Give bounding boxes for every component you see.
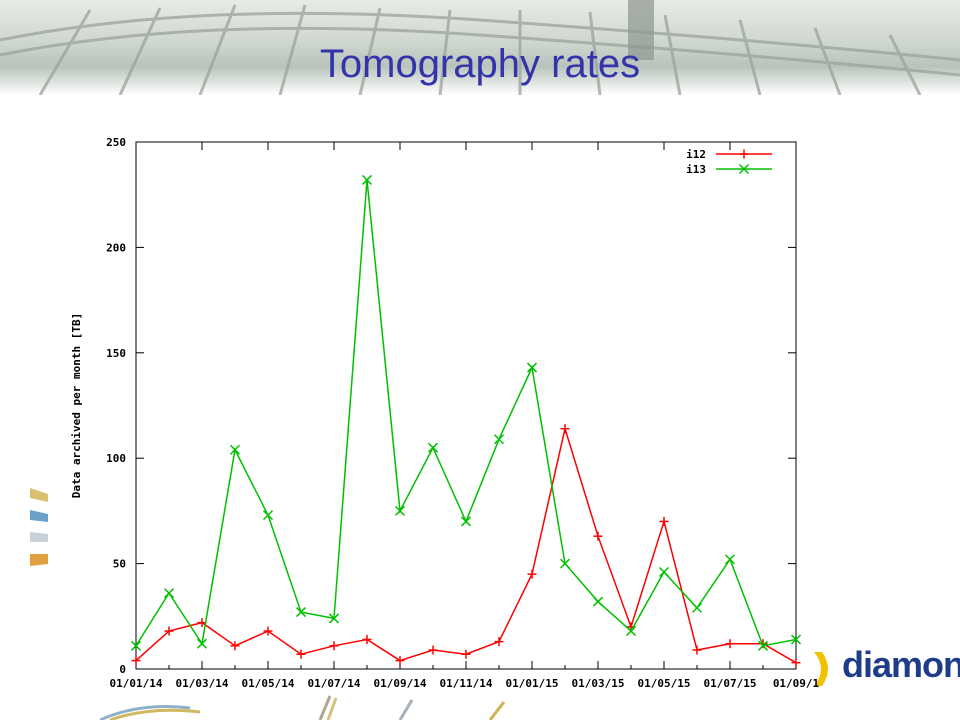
y-tick-label: 150 [106, 347, 126, 360]
data-point-i12 [395, 656, 405, 666]
data-point-i13 [328, 613, 340, 624]
architecture-banner-image [0, 0, 960, 95]
data-point-i13 [163, 588, 175, 599]
data-point-i12 [329, 641, 339, 651]
data-point-i13 [592, 596, 604, 607]
data-point-i13 [625, 626, 637, 637]
data-point-i12 [461, 649, 471, 659]
data-point-i12 [659, 516, 669, 526]
data-point-i13 [130, 640, 142, 651]
decorative-stripes-bottom [100, 695, 506, 720]
data-point-i12 [131, 656, 141, 666]
axis-ticks: 0 50 100 150 200 250 01/01/14 01/03/14 01/05/14 0… [106, 136, 819, 690]
legend-marker [738, 163, 750, 175]
y-tick-label: 50 [113, 558, 126, 571]
data-point-i12 [230, 641, 240, 651]
data-point-i13 [559, 558, 571, 569]
y-tick-label: 0 [119, 663, 126, 676]
legend-label: i12 [686, 148, 706, 161]
data-point-i13 [394, 505, 406, 516]
series-line-i12 [135, 425, 797, 664]
series-i13 [130, 174, 802, 651]
x-tick-label: 01/07/15 [704, 677, 757, 690]
legend-item-i12: i12 [686, 148, 772, 161]
data-point-i12 [164, 626, 174, 636]
data-point-i13 [460, 516, 472, 527]
data-point-i13 [361, 174, 373, 185]
data-point-i13 [427, 442, 439, 453]
decorative-stripes-left [30, 488, 48, 566]
x-tick-label: 01/03/15 [572, 677, 625, 690]
y-axis-label: Data archived per month [TB] [70, 313, 83, 498]
data-point-i13 [262, 510, 274, 521]
data-point-i12 [692, 645, 702, 655]
plot-frame [135, 141, 797, 670]
data-point-i13 [295, 607, 307, 618]
y-tick-label: 250 [106, 136, 126, 149]
data-point-i12 [725, 639, 735, 649]
data-point-i12 [428, 645, 438, 655]
series-i12 [131, 424, 801, 668]
x-tick-label: 01/09/14 [374, 677, 427, 690]
series-line-i13 [135, 179, 797, 647]
data-point-i13 [229, 444, 241, 455]
series-layer [130, 174, 802, 668]
x-tick-label: 01/11/14 [440, 677, 493, 690]
legend-label: i13 [686, 163, 706, 176]
x-tick-label: 01/05/14 [242, 677, 295, 690]
header-banner [0, 0, 960, 95]
data-point-i12 [263, 626, 273, 636]
data-point-i12 [362, 634, 372, 644]
data-point-i13 [790, 634, 802, 645]
data-point-i12 [593, 531, 603, 541]
x-tick-label: 01/01/15 [506, 677, 559, 690]
data-point-i13 [757, 640, 769, 651]
data-point-i13 [493, 434, 505, 445]
data-point-i12 [791, 658, 801, 668]
data-point-i12 [494, 637, 504, 647]
data-point-i12 [560, 424, 570, 434]
diamond-logo-icon [814, 652, 828, 686]
data-point-i13 [724, 554, 736, 565]
legend-item-i13: i13 [686, 163, 772, 176]
x-tick-label: 01/09/1 [773, 677, 820, 690]
slide-title: Tomography rates [319, 42, 641, 86]
y-tick-label: 100 [106, 452, 126, 465]
y-tick-label: 200 [106, 241, 126, 254]
data-point-i13 [658, 567, 670, 578]
x-tick-label: 01/01/14 [110, 677, 163, 690]
data-point-i12 [296, 649, 306, 659]
logo-text: diamond [842, 644, 960, 685]
x-tick-label: 01/07/14 [308, 677, 361, 690]
data-point-i13 [526, 362, 538, 373]
x-tick-label: 01/03/14 [176, 677, 229, 690]
plot-border [135, 141, 797, 670]
data-point-i13 [196, 638, 208, 649]
data-point-i13 [691, 602, 703, 613]
data-point-i12 [527, 569, 537, 579]
x-tick-label: 01/05/15 [638, 677, 691, 690]
tomography-line-chart: 0 50 100 150 200 250 01/01/14 01/03/14 01/05/14 0… [70, 136, 820, 690]
